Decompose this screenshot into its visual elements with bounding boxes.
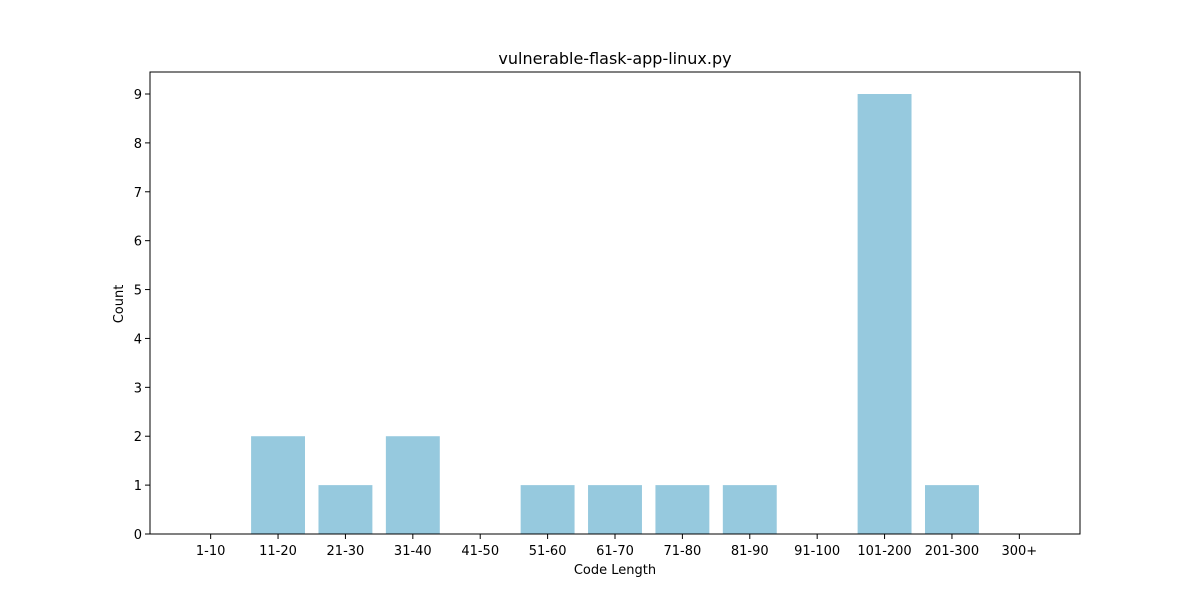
x-tick-label: 41-50: [461, 544, 499, 559]
y-tick-label: 9: [134, 88, 142, 103]
bar-71-80: [655, 485, 710, 534]
x-tick-label: 71-80: [664, 544, 702, 559]
x-tick-label: 201-300: [925, 544, 979, 559]
bar-21-30: [318, 485, 373, 534]
x-tick-label: 21-30: [327, 544, 365, 559]
x-axis-label: Code Length: [574, 563, 656, 578]
x-tick-label: 91-100: [794, 544, 840, 559]
plot-frame: [149, 71, 1081, 535]
x-tick-label: 1-10: [196, 544, 226, 559]
x-tick-label: 51-60: [529, 544, 567, 559]
bars-group: [251, 94, 979, 534]
y-tick-label: 8: [134, 137, 142, 152]
chart-title: vulnerable-flask-app-linux.py: [498, 49, 731, 68]
y-tick-label: 4: [134, 332, 142, 347]
y-tick-label: 5: [134, 284, 142, 299]
y-tick-label: 7: [134, 186, 142, 201]
x-tick-label: 61-70: [596, 544, 634, 559]
x-tick-label: 101-200: [857, 544, 911, 559]
x-tick-label: 11-20: [259, 544, 297, 559]
y-axis-label: Count: [112, 285, 127, 324]
y-tick-label: 6: [134, 235, 142, 250]
bar-81-90: [722, 485, 777, 534]
bar-201-300: [925, 485, 979, 534]
bar-31-40: [385, 436, 440, 534]
bar-61-70: [588, 485, 642, 534]
bar-11-20: [251, 436, 305, 534]
x-tick-label: 300+: [1001, 544, 1037, 559]
bar-101-200: [857, 94, 912, 534]
bar-51-60: [520, 485, 575, 534]
y-tick-label: 1: [134, 479, 142, 494]
y-tick-label: 3: [134, 381, 142, 396]
y-tick-label: 0: [134, 528, 142, 543]
y-axis-ticks: 0 1 2 3 4 5 6 7 8 9: [134, 88, 150, 543]
x-axis-ticks: 1-10 11-20 21-30 31-40 41-50 51-60 61-70 71-80 8…: [196, 534, 1037, 559]
y-tick-label: 2: [134, 430, 142, 445]
x-tick-label: 81-90: [731, 544, 769, 559]
x-tick-label: 31-40: [394, 544, 432, 559]
